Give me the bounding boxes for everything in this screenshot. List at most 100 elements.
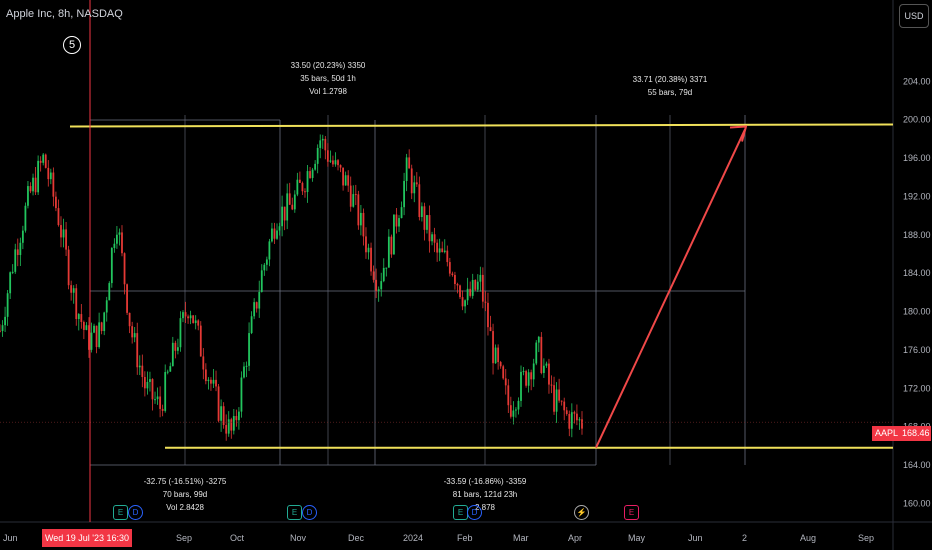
candle-body [253,302,256,317]
candle-body [309,171,311,178]
measure-down-2-line-1: -33.59 (-16.86%) -3359 [443,477,527,486]
candle-body [268,241,271,260]
candle-body [75,288,78,320]
candle-body [121,232,123,254]
candle-body [116,234,118,244]
candle-body [375,279,378,291]
candle-body [210,379,212,384]
y-tick-label: 204.00 [903,76,931,86]
candle-body [326,150,329,162]
candle-body [311,169,314,178]
candle-body [573,412,576,414]
candle-body [298,179,301,183]
candle-body [558,389,561,401]
x-tick-label: Sep [858,533,874,543]
candle-body [542,365,545,373]
candle-body [548,363,550,385]
candle-body [441,248,444,253]
candle-body [377,289,380,291]
candle-body [555,389,558,412]
candle-body [454,275,456,285]
candle-body [288,193,291,205]
candle-body [459,285,461,298]
candle-body [207,379,210,382]
candle-body [131,326,134,338]
candle-body [296,179,299,195]
candle-body [57,208,60,226]
dividend-icon[interactable]: D [302,505,317,520]
candle-body [509,405,512,417]
measure-up-1-line-1: 33.50 (20.23%) 3350 [290,61,366,70]
channel-top-line [69,123,894,128]
measure-down-2-line-3: 2.878 [474,503,496,512]
candle-body [100,322,103,332]
x-tick-label: Jun [688,533,703,543]
candle-body [515,409,517,411]
candle-body [436,242,439,253]
candle-body [456,284,459,286]
candle-body [70,285,73,293]
dividend-icon[interactable]: D [467,505,482,520]
y-tick-label: 192.00 [903,191,931,201]
candle-body [461,297,464,307]
drawing-marker-badge[interactable]: 5 [63,36,81,54]
candle-body [451,273,454,276]
candle-body [426,215,428,230]
measure-down-1-line-2: 70 bars, 99d [162,490,208,499]
x-tick-label: Dec [348,533,365,543]
candle-body [370,247,372,272]
candle-body [245,365,248,367]
candle-body [560,400,563,402]
currency-button[interactable]: USD [899,4,929,28]
x-tick-label: Aug [800,533,816,543]
candle-body [34,177,37,193]
candle-body [504,378,507,386]
candle-body [527,372,530,386]
candle-body [387,236,390,268]
candle-body [103,312,106,332]
candle-body [21,230,24,243]
candle-body [197,320,200,326]
measure-up-1-line-2: 35 bars, 50d 1h [300,74,356,83]
earnings-icon[interactable]: E [113,505,128,520]
y-tick-label: 172.00 [903,383,931,393]
earnings-icon[interactable]: E [453,505,468,520]
candle-body [553,385,555,412]
candle-body [237,411,240,421]
split-icon[interactable]: ⚡ [574,505,589,520]
x-tick-label: Nov [290,533,307,543]
candle-body [291,204,294,210]
candle-body [93,325,95,333]
candle-body [184,312,187,317]
candle-body [230,419,233,431]
candle-body [316,147,319,164]
candle-body [314,163,317,170]
candle-body [395,214,398,227]
candle-body [273,228,276,239]
candle-body [220,406,223,421]
earnings-icon[interactable]: E [287,505,302,520]
candle-body [362,212,365,237]
earnings-icon[interactable]: E [624,505,639,520]
candle-body [217,386,220,421]
candle-body [380,281,383,290]
candle-body [90,332,93,350]
candle-body [545,363,548,366]
measure-down-2: -33.59 (-16.86%) -3359 81 bars, 121d 23h… [415,475,555,514]
measure-down-2-line-2: 81 bars, 121d 23h [452,490,518,499]
dividend-icon[interactable]: D [128,505,143,520]
candle-body [563,401,566,411]
candle-body [77,314,80,320]
candle-body [62,229,65,238]
candle-body [174,342,177,351]
candle-body [161,408,164,411]
candle-body [133,333,136,338]
candle-body [212,379,215,384]
candle-body [123,253,126,285]
candle-body [141,365,144,377]
candle-body [525,371,527,386]
candle-body [344,175,347,186]
candle-body [471,279,474,296]
candle-body [492,331,494,364]
